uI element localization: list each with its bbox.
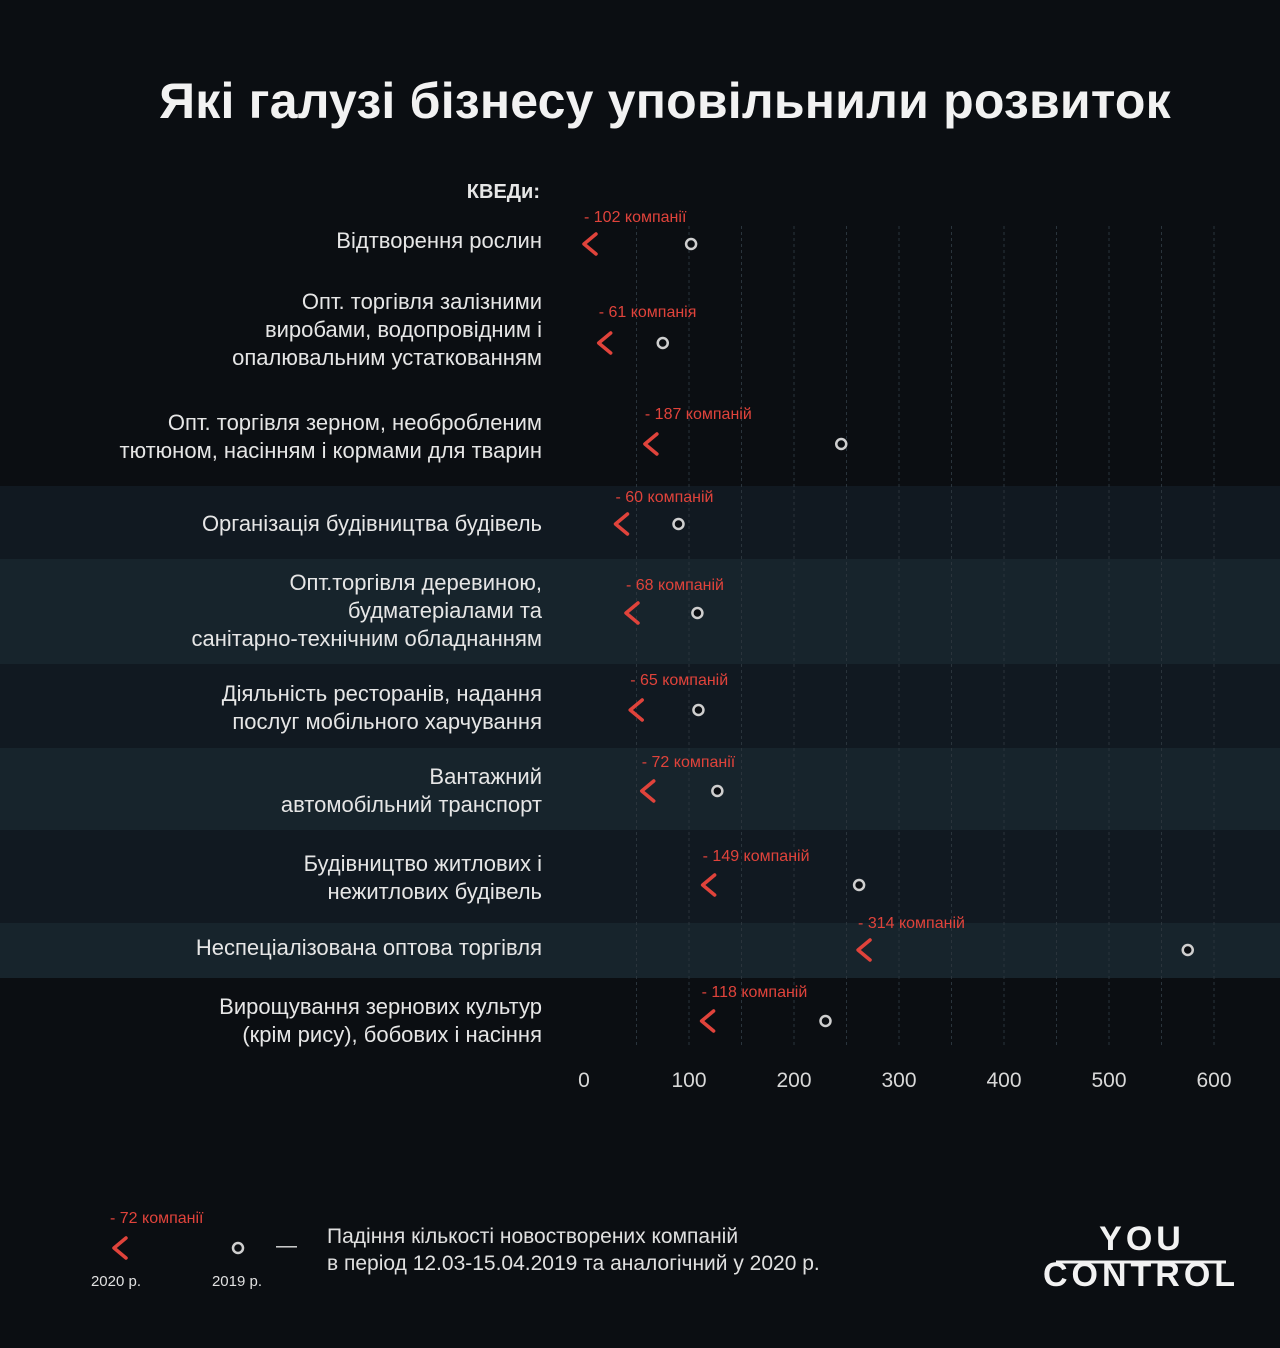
delta-label: - 314 компаній — [858, 915, 965, 932]
chart-row: Опт.торгівля деревиною, будматеріалами та… — [191, 570, 724, 651]
legend-delta-label: - 72 компанії — [110, 1210, 204, 1227]
row-band — [0, 748, 1280, 830]
category-label: Організація будівництва будівель — [202, 511, 542, 536]
category-label: тютюном, насінням і кормами для тварин — [120, 438, 542, 463]
x-tick-label: 400 — [986, 1069, 1021, 1092]
value-2020-arrowhead — [628, 698, 644, 722]
legend-2019-label: 2019 р. — [212, 1273, 262, 1290]
value-2020-arrowhead — [613, 512, 630, 536]
x-tick-label: 600 — [1196, 1069, 1231, 1092]
category-header: КВЕДи: — [467, 181, 540, 203]
category-label: опалювальним устаткованням — [232, 345, 542, 370]
delta-label: - 72 компанії — [642, 754, 736, 771]
delta-label: - 118 компаній — [702, 984, 808, 1001]
delta-label: - 65 компаній — [630, 672, 728, 689]
value-2019-marker — [691, 606, 704, 620]
value-2020-arrowhead — [624, 601, 640, 625]
youcontrol-logo: YOU CONTROL — [1043, 1220, 1239, 1294]
category-label: послуг мобільного харчування — [232, 709, 542, 734]
delta-label: - 102 компанії — [584, 209, 687, 226]
value-2019-marker — [684, 237, 698, 251]
category-label: Діяльність ресторанів, надання — [222, 681, 542, 706]
legend-description-line2: в період 12.03-15.04.2019 та аналогічний… — [327, 1252, 820, 1275]
category-label: автомобільний транспорт — [281, 792, 542, 817]
x-tick-label: 300 — [881, 1069, 916, 1092]
delta-label: - 61 компанія — [599, 304, 697, 321]
chart-row: Вирощування зернових культур (крім рису),… — [219, 984, 832, 1047]
value-2020-arrowhead — [699, 1009, 716, 1033]
x-tick-label: 200 — [776, 1069, 811, 1092]
category-label: будматеріалами та — [348, 598, 543, 623]
value-2019-marker — [819, 1014, 832, 1028]
category-label: Опт.торгівля деревиною, — [289, 570, 542, 595]
chart-row: Опт. торгівля залізними виробами, водопро… — [232, 289, 696, 370]
chart-row: Діяльність ресторанів, надання послуг моб… — [222, 672, 728, 734]
value-2020-arrowhead — [856, 938, 872, 962]
chart-row: Неспеціалізована оптова торгівля - 314 ко… — [196, 915, 1194, 962]
category-label: Опт. торгівля зерном, необробленим — [168, 410, 542, 435]
chart-row: Вантажний автомобільний транспорт - 72 ком… — [281, 754, 736, 817]
chart-row: Опт. торгівля зерном, необробленим тютюно… — [120, 406, 848, 463]
legend: - 72 компанії 2020 р. 2019 р. — Падіння … — [91, 1210, 820, 1290]
chart-row: Організація будівництва будівель - 60 ком… — [202, 489, 714, 536]
category-label: санітарно-технічним обладнанням — [191, 626, 542, 651]
x-tick-label: 500 — [1091, 1069, 1126, 1092]
chart-title: Які галузі бізнесу уповільнили розвиток — [159, 73, 1171, 129]
delta-label: - 149 компаній — [703, 848, 810, 865]
value-2019-marker — [852, 878, 866, 892]
category-label: (крім рису), бобових і насіння — [242, 1022, 542, 1047]
value-2019-marker — [1181, 943, 1194, 957]
legend-2020-label: 2020 р. — [91, 1273, 141, 1290]
x-tick-label: 0 — [578, 1069, 590, 1092]
category-label: Будівництво житлових і — [304, 851, 542, 876]
delta-label: - 68 компаній — [626, 577, 724, 594]
category-label: Неспеціалізована оптова торгівля — [196, 935, 542, 960]
value-2020-arrowhead — [582, 232, 598, 256]
legend-arrow-head — [112, 1236, 128, 1260]
logo-line1: YOU — [1099, 1220, 1185, 1258]
value-2020-arrowhead — [596, 331, 613, 355]
category-label: Опт. торгівля залізними — [302, 289, 542, 314]
chart-row: Будівництво житлових і нежитлових будівел… — [304, 848, 866, 904]
value-2020-arrowhead — [640, 779, 656, 803]
delta-label: - 187 компаній — [645, 406, 752, 423]
value-2020-arrowhead — [700, 873, 717, 897]
value-2019-marker — [672, 517, 685, 531]
category-label: Відтворення рослин — [336, 228, 542, 253]
value-2019-marker — [692, 703, 705, 717]
legend-dash: — — [276, 1234, 297, 1257]
logo-line2: CONTROL — [1043, 1256, 1239, 1294]
value-2019-marker — [835, 437, 848, 451]
category-label: нежитлових будівель — [328, 879, 543, 904]
category-label: Вирощування зернових культур — [219, 994, 542, 1019]
x-tick-label: 100 — [671, 1069, 706, 1092]
value-2019-marker — [656, 336, 669, 350]
category-label: виробами, водопровідним і — [265, 317, 542, 342]
chart-row: Відтворення рослин - 102 компанії — [336, 209, 698, 256]
value-2019-marker — [711, 784, 724, 798]
category-label: Вантажний — [429, 764, 542, 789]
delta-label: - 60 компаній — [616, 489, 714, 506]
legend-description-line1: Падіння кількості новостворених компаній — [327, 1225, 738, 1248]
row-band — [0, 830, 1280, 923]
value-2020-arrowhead — [643, 432, 659, 456]
row-band — [0, 664, 1280, 748]
legend-2019-marker — [231, 1241, 245, 1255]
